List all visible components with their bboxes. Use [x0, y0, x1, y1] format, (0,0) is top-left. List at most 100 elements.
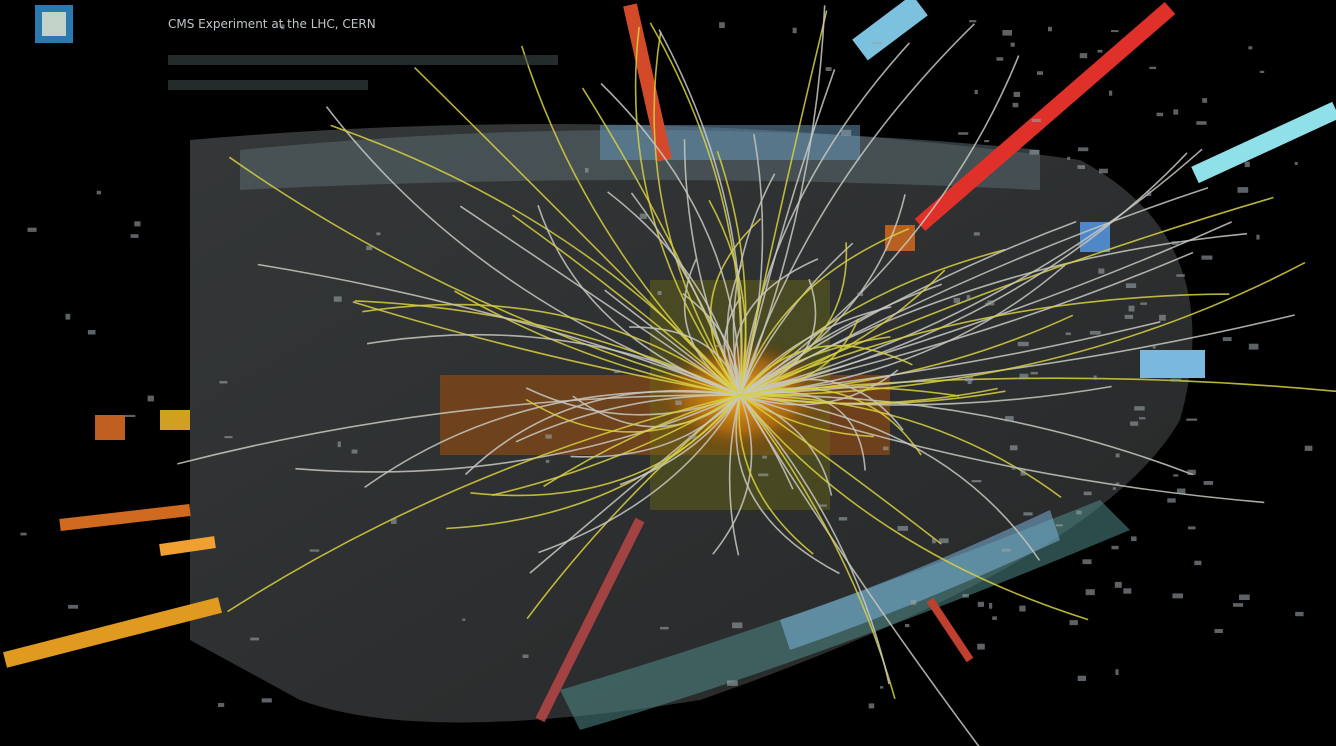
hit [657, 291, 662, 295]
track [683, 258, 741, 396]
hit [1019, 605, 1026, 612]
hit [1111, 30, 1119, 33]
hit [1149, 66, 1157, 70]
hit [1156, 112, 1164, 117]
bottom-blue-band [780, 510, 1060, 650]
track [723, 296, 742, 396]
hit [1031, 118, 1041, 122]
hit [1019, 373, 1029, 380]
hit [1011, 466, 1016, 470]
track [257, 263, 741, 396]
track [607, 191, 741, 396]
track [464, 389, 741, 476]
header-title: CMS Experiment at the LHC, CERN [168, 17, 376, 31]
hit [1244, 161, 1250, 168]
hit [639, 213, 647, 219]
track [529, 394, 741, 574]
jet [623, 3, 672, 162]
hit [1085, 589, 1095, 596]
hit [1152, 346, 1156, 349]
hit [792, 27, 797, 34]
hit [872, 41, 883, 45]
track [739, 251, 1194, 396]
hit [1123, 588, 1132, 594]
track [716, 150, 747, 396]
track [712, 394, 753, 555]
hit [1023, 512, 1033, 516]
hit [1295, 611, 1304, 617]
hit [966, 295, 971, 301]
hit [985, 302, 989, 306]
hit [1115, 482, 1120, 486]
hit [857, 292, 864, 297]
hit [217, 703, 225, 707]
hit [977, 643, 985, 650]
track [525, 394, 741, 433]
hit [1248, 46, 1253, 50]
hit [1233, 603, 1244, 607]
hit [1203, 481, 1214, 485]
hit [1079, 53, 1088, 59]
track [543, 394, 741, 487]
hit [1159, 314, 1166, 321]
hit [838, 517, 848, 521]
hit [1076, 510, 1082, 515]
hit [27, 227, 37, 232]
hit [1020, 469, 1026, 476]
hit [1037, 71, 1043, 75]
hit [932, 538, 936, 544]
track [325, 106, 741, 396]
hit [868, 703, 875, 709]
hit [974, 89, 978, 95]
track [619, 394, 741, 486]
jet [914, 1, 1176, 232]
hit [825, 67, 832, 71]
track [454, 290, 741, 396]
hit [1030, 371, 1038, 375]
hit [96, 190, 101, 195]
header-info-line [168, 80, 368, 90]
hit [1173, 474, 1179, 477]
hit [688, 435, 697, 440]
track [739, 387, 998, 405]
track [739, 196, 1274, 396]
track [739, 42, 910, 396]
hit [87, 330, 96, 335]
track [177, 394, 741, 465]
track [709, 218, 762, 396]
hit [1115, 453, 1120, 458]
hit [1167, 498, 1176, 503]
track [470, 394, 741, 497]
hit [1139, 417, 1146, 420]
track [739, 394, 1265, 504]
hit [1055, 524, 1063, 527]
hit [376, 232, 381, 236]
hit [1089, 330, 1101, 335]
hit [68, 604, 79, 609]
track [739, 278, 817, 396]
hit [989, 603, 993, 609]
track [581, 87, 741, 396]
hit [1176, 274, 1185, 277]
hit [992, 616, 997, 620]
track [653, 31, 741, 396]
hit [1029, 149, 1039, 155]
hit [987, 300, 995, 306]
hit [1005, 416, 1014, 422]
track [649, 22, 743, 396]
hit [1093, 375, 1097, 380]
jet [926, 597, 974, 663]
hit [1256, 234, 1260, 240]
track [739, 5, 826, 396]
hit [1017, 341, 1029, 347]
track [227, 394, 741, 613]
hit [250, 637, 259, 641]
hit [219, 381, 228, 384]
hit [1077, 165, 1085, 169]
hit [762, 455, 767, 459]
hit [1304, 445, 1313, 451]
track [739, 293, 1230, 396]
hit [732, 622, 743, 629]
track [630, 192, 741, 396]
hit [905, 624, 910, 628]
